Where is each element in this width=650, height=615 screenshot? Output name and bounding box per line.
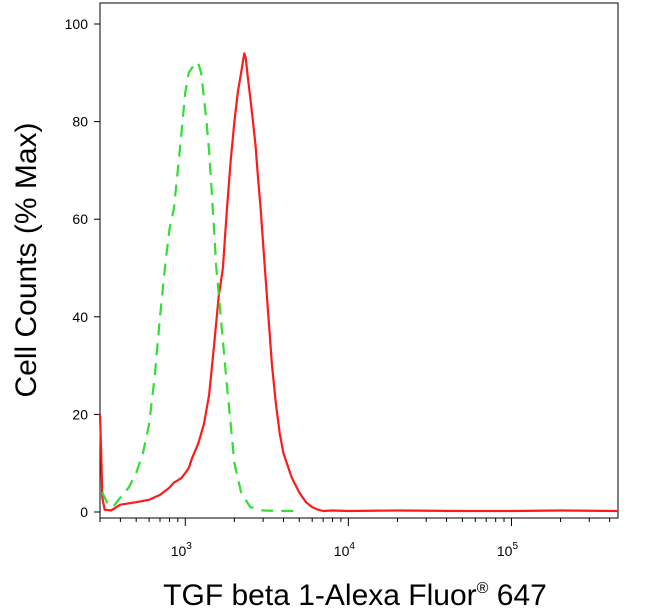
series-layer [98,52,619,513]
x-axis-title-main: TGF beta 1-Alexa Fluor [163,579,476,612]
x-tick-label-base: 10 [497,543,513,559]
x-axis-title-registered-mark: ® [477,580,489,597]
x-tick-label-exponent: 3 [186,541,192,552]
x-axis-title: TGF beta 1-Alexa Fluor® 647 [163,579,547,612]
x-tick-label: 105 [497,541,519,559]
y-tick-label: 60 [72,211,88,227]
x-tick-label-exponent: 5 [512,541,518,552]
y-tick-label: 20 [72,406,88,422]
x-tick-label: 103 [171,541,193,559]
y-tick-label: 40 [72,309,88,325]
series-line-control [101,61,300,513]
x-axis-title-tail: 647 [488,579,546,612]
y-tick-label: 0 [80,504,88,520]
x-tick-label-exponent: 4 [349,541,355,552]
y-tick-label: 100 [65,16,89,32]
y-axis-ticks: 0 20 40 60 80 100 [65,16,100,520]
x-tick-label-base: 10 [171,543,187,559]
x-axis-ticks: 103 104 105 [99,518,611,559]
plot-frame [99,2,619,519]
y-tick-label: 80 [72,114,88,130]
x-tick-label-base: 10 [334,543,350,559]
y-axis-title: Cell Counts (% Max) [10,122,43,397]
x-tick-label: 104 [334,541,356,559]
series-line-sample [98,52,619,513]
